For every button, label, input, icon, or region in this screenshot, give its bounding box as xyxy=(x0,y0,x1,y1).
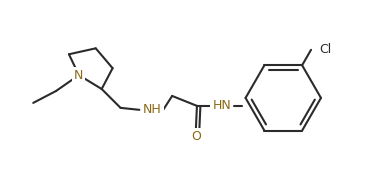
Text: N: N xyxy=(74,69,84,82)
Text: HN: HN xyxy=(212,99,231,112)
Text: Cl: Cl xyxy=(319,43,331,56)
Text: NH: NH xyxy=(143,103,162,116)
Text: O: O xyxy=(191,130,201,143)
